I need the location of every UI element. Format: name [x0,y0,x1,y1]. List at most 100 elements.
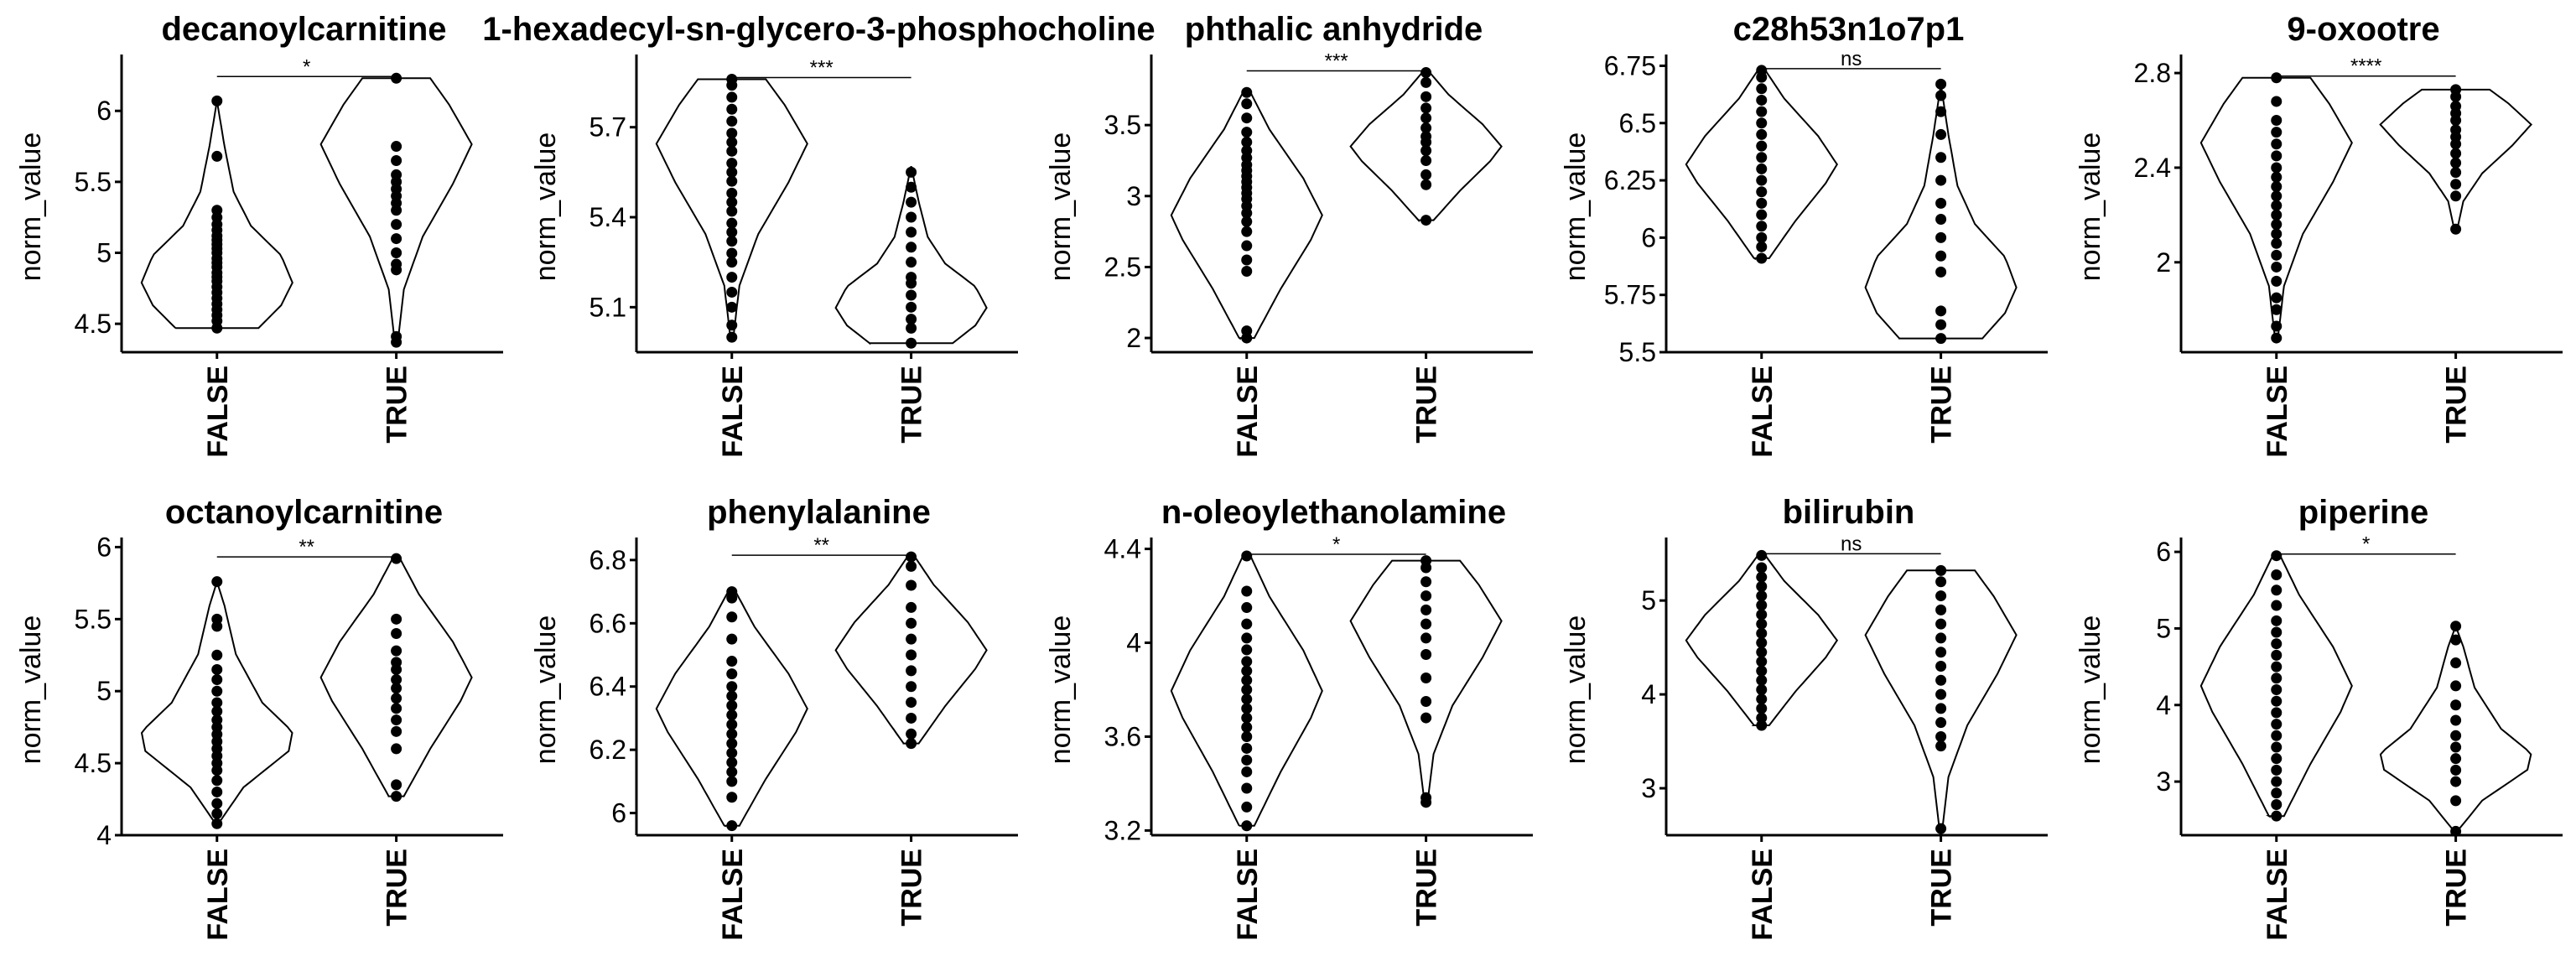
data-point [1420,555,1432,567]
data-point [726,301,738,313]
data-point [2271,673,2283,684]
data-point [1420,145,1432,157]
data-point [726,137,738,148]
data-point [1241,820,1253,832]
data-point [211,150,223,162]
data-point [391,673,402,685]
x-tick-label: FALSE [2262,366,2293,458]
data-point [391,141,402,153]
data-point [211,808,223,819]
data-point [391,683,402,694]
data-point [726,633,738,645]
data-point [391,725,402,737]
data-point [906,301,917,313]
data-point [2271,190,2283,202]
data-point [1241,721,1253,733]
data-point [906,712,917,724]
data-point [726,738,738,750]
data-point [2271,798,2283,810]
y-tick-label: 5.4 [589,202,626,232]
chart-panel: c28h53n1o7p1 norm_value 5.5 5.75 6 6.25 6.5 6.7… [1560,11,2048,458]
data-point [2271,320,2283,332]
data-point [1241,127,1253,138]
data-point [1935,740,1947,752]
data-point [1241,216,1253,227]
data-point [1756,719,1768,731]
data-point [211,649,223,661]
data-point [1756,656,1768,667]
data-point [2271,741,2283,753]
data-point [2271,171,2283,183]
y-tick-label: 2.4 [2134,153,2171,183]
panel-title: c28h53n1o7p1 [1733,11,1965,48]
data-point [726,656,738,667]
y-axis-label: norm_value [1045,615,1077,765]
y-tick-label: 4 [1126,628,1141,658]
data-point [1935,305,1947,317]
data-point [391,703,402,714]
x-tick-label: FALSE [202,366,234,458]
data-point [1756,549,1768,561]
data-point [2450,699,2462,711]
data-point [2271,237,2283,249]
data-point [1241,684,1253,695]
data-point [2450,157,2462,169]
data-point [906,322,917,334]
data-point [2450,621,2462,632]
data-point [2271,115,2283,127]
data-point [2271,584,2283,596]
data-point [906,226,917,238]
data-point [2271,649,2283,661]
data-point [391,169,402,180]
y-tick-label: 6.8 [589,545,626,575]
data-point [1241,550,1253,562]
data-point [906,196,917,208]
data-point [211,775,223,787]
y-tick-label: 2 [1126,323,1141,353]
data-point [726,747,738,759]
data-point [726,319,738,331]
data-point [1756,562,1768,574]
data-point [726,158,738,169]
data-point [2450,714,2462,726]
significance-label: ns [1841,48,1862,70]
data-point [391,247,402,259]
data-point [211,697,223,709]
data-point [1241,136,1253,148]
data-point [391,72,402,84]
data-point [1935,590,1947,602]
data-point [726,611,738,623]
data-point [906,681,917,693]
data-point [906,649,917,661]
data-point [1935,688,1947,700]
y-tick-label: 3.6 [1104,721,1141,751]
data-point [1756,674,1768,686]
data-point [726,91,738,103]
x-tick-label: FALSE [717,366,749,458]
y-tick-label: 6 [96,532,112,562]
chart-panel: 9-oxootre norm_value 2 2.4 2.8 FALSE TRUE **** [2075,11,2563,458]
chart-panel: octanoylcarnitine norm_value 4 4.5 5 5.5 6 FALS… [15,494,503,941]
data-point [1935,319,1947,330]
data-point [1420,632,1432,644]
data-point [1241,325,1253,337]
data-point [211,205,223,216]
data-point [1935,128,1947,140]
data-point [211,576,223,588]
data-point [1756,627,1768,639]
data-point [1756,106,1768,117]
x-tick-label: FALSE [2262,849,2293,941]
data-point [2271,150,2283,162]
data-point [1756,647,1768,658]
data-point [1241,656,1253,667]
chart-panel: n-oleoylethanolamine norm_value 3.2 3.6 4 4.4… [1045,494,1533,941]
data-point [1241,240,1253,252]
data-point [1756,703,1768,714]
data-point [726,728,738,740]
y-tick-label: 6.4 [589,672,626,702]
y-tick-label: 6 [1641,222,1656,252]
y-tick-label: 5.5 [75,167,112,197]
y-tick-label: 2.5 [1104,252,1141,282]
y-tick-label: 4.5 [75,748,112,778]
data-point [2271,261,2283,273]
